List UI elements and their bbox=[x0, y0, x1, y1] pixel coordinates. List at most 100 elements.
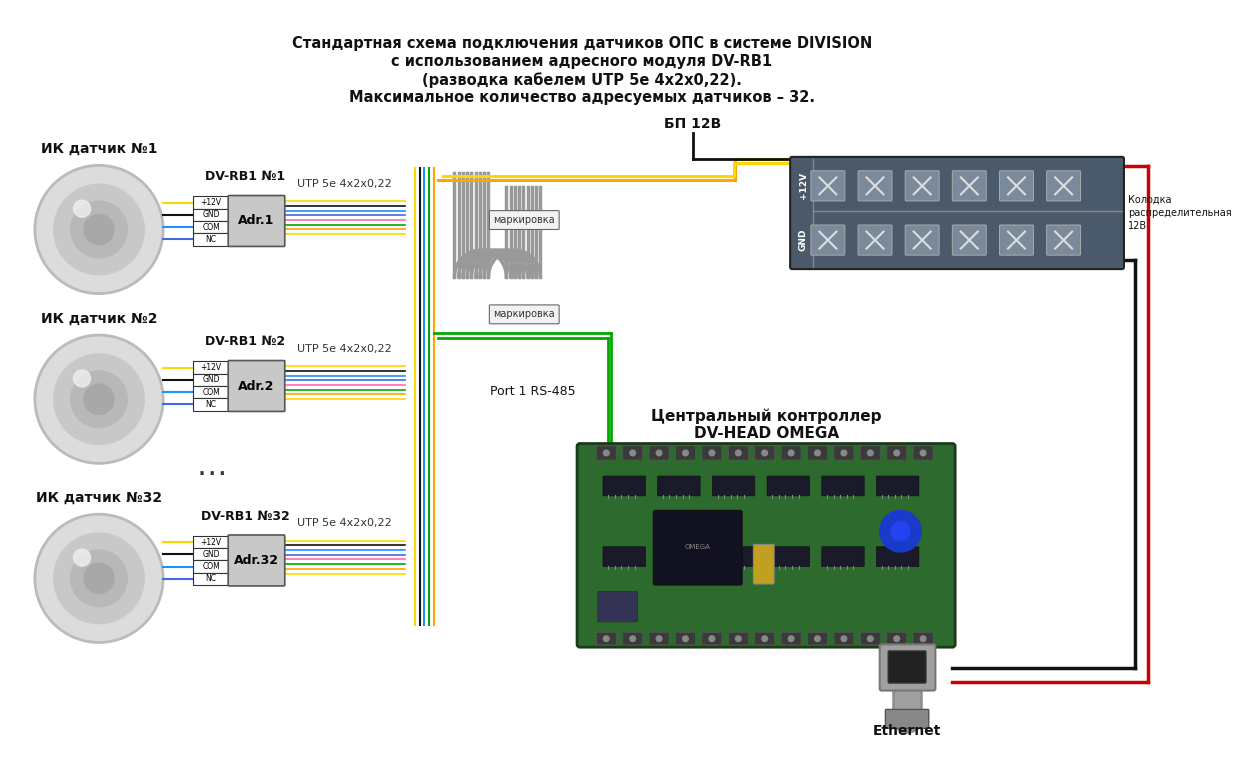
FancyBboxPatch shape bbox=[228, 535, 285, 586]
Text: +12V: +12V bbox=[799, 172, 808, 199]
Circle shape bbox=[604, 636, 609, 642]
FancyBboxPatch shape bbox=[713, 547, 755, 567]
Circle shape bbox=[709, 636, 715, 642]
FancyBboxPatch shape bbox=[767, 547, 809, 567]
FancyBboxPatch shape bbox=[887, 632, 906, 645]
Text: COM: COM bbox=[203, 222, 220, 232]
Text: Максимальное количество адресуемых датчиков – 32.: Максимальное количество адресуемых датчи… bbox=[348, 90, 815, 105]
Circle shape bbox=[709, 450, 715, 455]
FancyBboxPatch shape bbox=[713, 476, 755, 496]
FancyBboxPatch shape bbox=[858, 171, 892, 201]
Circle shape bbox=[762, 636, 767, 642]
FancyBboxPatch shape bbox=[701, 446, 721, 460]
FancyBboxPatch shape bbox=[653, 510, 742, 585]
FancyBboxPatch shape bbox=[650, 632, 669, 645]
Circle shape bbox=[84, 215, 114, 245]
Circle shape bbox=[683, 636, 688, 642]
Bar bbox=[194, 386, 230, 398]
FancyBboxPatch shape bbox=[879, 645, 935, 691]
Circle shape bbox=[74, 200, 90, 217]
Circle shape bbox=[35, 514, 163, 642]
Bar bbox=[194, 361, 230, 374]
FancyBboxPatch shape bbox=[790, 157, 1124, 269]
Bar bbox=[194, 197, 230, 208]
FancyBboxPatch shape bbox=[861, 632, 881, 645]
FancyBboxPatch shape bbox=[650, 446, 669, 460]
FancyBboxPatch shape bbox=[913, 632, 932, 645]
Circle shape bbox=[74, 370, 90, 387]
Circle shape bbox=[74, 549, 90, 566]
FancyBboxPatch shape bbox=[834, 632, 853, 645]
Circle shape bbox=[736, 636, 741, 642]
Text: DV-RB1 №32: DV-RB1 №32 bbox=[201, 510, 289, 523]
FancyBboxPatch shape bbox=[729, 446, 748, 460]
Circle shape bbox=[84, 564, 114, 594]
FancyBboxPatch shape bbox=[622, 446, 642, 460]
Text: (разводка кабелем UTP 5e 4х2х0,22).: (разводка кабелем UTP 5e 4х2х0,22). bbox=[422, 72, 742, 88]
FancyBboxPatch shape bbox=[622, 632, 642, 645]
Bar bbox=[194, 536, 230, 548]
Circle shape bbox=[762, 450, 767, 455]
Text: COM: COM bbox=[203, 562, 220, 571]
Circle shape bbox=[683, 450, 688, 455]
FancyBboxPatch shape bbox=[952, 171, 987, 201]
FancyBboxPatch shape bbox=[603, 547, 646, 567]
Circle shape bbox=[656, 450, 662, 455]
Bar bbox=[194, 208, 230, 221]
Text: DV-RB1 №1: DV-RB1 №1 bbox=[205, 171, 285, 183]
FancyBboxPatch shape bbox=[858, 225, 892, 256]
Circle shape bbox=[604, 450, 609, 455]
Text: Колодка
распределительная
12В: Колодка распределительная 12В bbox=[1128, 195, 1231, 231]
Text: ИК датчик №1: ИК датчик №1 bbox=[41, 142, 157, 156]
FancyBboxPatch shape bbox=[603, 476, 646, 496]
Text: OMEGA: OMEGA bbox=[685, 544, 710, 550]
Text: Adr.32: Adr.32 bbox=[233, 554, 279, 567]
FancyBboxPatch shape bbox=[489, 211, 559, 229]
FancyBboxPatch shape bbox=[808, 632, 827, 645]
FancyBboxPatch shape bbox=[597, 446, 616, 460]
Text: ИК датчик №32: ИК датчик №32 bbox=[36, 491, 162, 505]
Bar bbox=[194, 560, 230, 573]
Text: Центральный контроллер: Центральный контроллер bbox=[651, 408, 882, 424]
Text: NC: NC bbox=[206, 235, 216, 244]
Circle shape bbox=[920, 450, 926, 455]
Bar bbox=[194, 221, 230, 233]
Text: БП 12В: БП 12В bbox=[664, 117, 721, 131]
Circle shape bbox=[35, 165, 163, 293]
Text: GND: GND bbox=[203, 375, 220, 384]
Text: с использованием адресного модуля DV-RB1: с использованием адресного модуля DV-RB1 bbox=[391, 54, 772, 69]
FancyBboxPatch shape bbox=[676, 632, 695, 645]
Text: ИК датчик №2: ИК датчик №2 bbox=[41, 312, 157, 326]
FancyBboxPatch shape bbox=[782, 446, 802, 460]
FancyBboxPatch shape bbox=[808, 446, 827, 460]
FancyBboxPatch shape bbox=[753, 544, 774, 584]
Text: NC: NC bbox=[206, 574, 216, 584]
FancyBboxPatch shape bbox=[834, 446, 853, 460]
Text: GND: GND bbox=[799, 229, 808, 252]
Circle shape bbox=[70, 201, 127, 258]
Circle shape bbox=[894, 450, 899, 455]
Circle shape bbox=[656, 636, 662, 642]
Text: +12V: +12V bbox=[200, 363, 222, 372]
Circle shape bbox=[70, 371, 127, 428]
FancyBboxPatch shape bbox=[782, 632, 802, 645]
FancyBboxPatch shape bbox=[489, 305, 559, 323]
Text: UTP 5e 4х2х0,22: UTP 5e 4х2х0,22 bbox=[298, 518, 391, 528]
Text: UTP 5e 4х2х0,22: UTP 5e 4х2х0,22 bbox=[298, 179, 391, 189]
FancyBboxPatch shape bbox=[577, 444, 955, 647]
Text: GND: GND bbox=[203, 550, 220, 559]
FancyBboxPatch shape bbox=[1046, 171, 1081, 201]
FancyBboxPatch shape bbox=[811, 225, 845, 256]
FancyBboxPatch shape bbox=[811, 171, 845, 201]
FancyBboxPatch shape bbox=[888, 651, 926, 683]
Circle shape bbox=[894, 636, 899, 642]
Circle shape bbox=[815, 636, 820, 642]
FancyBboxPatch shape bbox=[821, 547, 864, 567]
FancyBboxPatch shape bbox=[885, 709, 929, 728]
FancyBboxPatch shape bbox=[767, 476, 809, 496]
Circle shape bbox=[867, 450, 873, 455]
Text: +12V: +12V bbox=[200, 537, 222, 547]
FancyBboxPatch shape bbox=[701, 632, 721, 645]
Circle shape bbox=[841, 450, 847, 455]
FancyBboxPatch shape bbox=[877, 476, 919, 496]
